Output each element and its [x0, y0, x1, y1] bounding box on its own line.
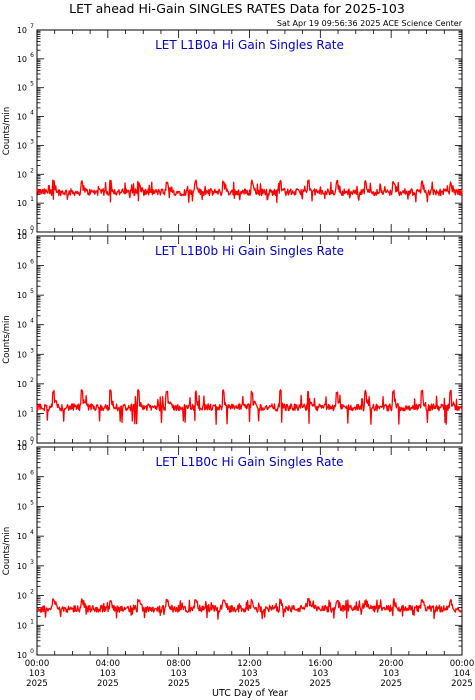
y-tick-exponent: 6	[30, 470, 34, 477]
y-tick-exponent: 6	[30, 259, 34, 266]
x-tick-label-time: 12:00	[237, 659, 262, 669]
x-tick-label-doy: 103	[100, 669, 116, 679]
x-tick-label-doy: 104	[454, 669, 470, 679]
y-tick-label: 10	[17, 409, 27, 418]
y-tick-exponent: 4	[30, 318, 34, 325]
series-line	[36, 597, 463, 620]
x-tick-label-time: 20:00	[379, 659, 404, 669]
figure-title: LET ahead Hi-Gain SINGLES RATES Data for…	[69, 1, 405, 16]
x-tick-label-year: 2025	[451, 679, 473, 689]
y-tick-label: 10	[17, 592, 27, 601]
y-tick-exponent: 7	[30, 440, 34, 447]
y-tick-label: 10	[17, 141, 27, 150]
y-tick-exponent: 1	[30, 406, 34, 413]
y-tick-exponent: 5	[30, 499, 34, 506]
y-tick-exponent: 6	[30, 52, 34, 59]
y-tick-exponent: 0	[30, 436, 34, 443]
x-tick-label-year: 2025	[310, 679, 332, 689]
y-tick-exponent: 3	[30, 347, 34, 354]
y-tick-label: 10	[17, 443, 27, 452]
x-tick-label-doy: 103	[241, 669, 257, 679]
plot-frame	[36, 446, 463, 656]
x-tick-label-year: 2025	[26, 679, 48, 689]
y-tick-label: 10	[17, 262, 27, 271]
y-tick-label: 10	[17, 502, 27, 511]
x-tick-label-time: 16:00	[308, 659, 333, 669]
y-tick-exponent: 7	[30, 229, 34, 236]
x-tick-label-year: 2025	[380, 679, 402, 689]
plot-frame	[36, 29, 463, 233]
y-tick-exponent: 1	[30, 196, 34, 203]
y-tick-label: 10	[17, 228, 27, 237]
x-tick-label-year: 2025	[239, 679, 261, 689]
x-tick-label-year: 2025	[168, 679, 190, 689]
x-tick-label-year: 2025	[97, 679, 119, 689]
y-axis-label: Counts/min	[2, 527, 12, 576]
y-tick-exponent: 1	[30, 618, 34, 625]
y-tick-label: 10	[17, 199, 27, 208]
y-tick-label: 10	[17, 380, 27, 389]
panel-title: LET L1B0b Hi Gain Singles Rate	[155, 244, 344, 258]
y-tick-label: 10	[17, 26, 27, 35]
y-tick-exponent: 4	[30, 529, 34, 536]
x-tick-label-doy: 103	[312, 669, 328, 679]
y-tick-label: 10	[17, 651, 27, 660]
x-tick-label-time: 08:00	[166, 659, 191, 669]
y-tick-exponent: 0	[30, 648, 34, 655]
y-tick-label: 10	[17, 84, 27, 93]
y-tick-exponent: 2	[30, 589, 34, 596]
x-tick-label-time: 00:00	[25, 659, 50, 669]
y-tick-exponent: 4	[30, 110, 34, 117]
y-tick-label: 10	[17, 321, 27, 330]
timestamp: Sat Apr 19 09:56:36 2025 ACE Science Cen…	[277, 19, 463, 28]
y-tick-label: 10	[17, 113, 27, 122]
y-tick-exponent: 0	[30, 225, 34, 232]
y-tick-label: 10	[17, 350, 27, 359]
y-tick-exponent: 5	[30, 81, 34, 88]
y-axis-label: Counts/min	[2, 107, 12, 156]
y-tick-label: 10	[17, 55, 27, 64]
y-tick-exponent: 2	[30, 377, 34, 384]
series-line	[36, 179, 463, 204]
panel-title: LET L1B0a Hi Gain Singles Rate	[155, 38, 344, 52]
x-tick-label-doy: 103	[171, 669, 187, 679]
x-tick-label-doy: 103	[29, 669, 45, 679]
y-axis-label: Counts/min	[2, 315, 12, 364]
y-tick-label: 10	[17, 232, 27, 241]
x-tick-label-time: 00:00	[450, 659, 475, 669]
y-tick-exponent: 3	[30, 559, 34, 566]
series-line	[36, 389, 463, 425]
y-tick-label: 10	[17, 621, 27, 630]
y-tick-exponent: 5	[30, 288, 34, 295]
y-tick-label: 10	[17, 439, 27, 448]
x-tick-label-time: 04:00	[96, 659, 121, 669]
y-tick-label: 10	[17, 562, 27, 571]
y-tick-exponent: 3	[30, 138, 34, 145]
y-tick-exponent: 2	[30, 167, 34, 174]
y-tick-exponent: 7	[30, 23, 34, 30]
y-tick-label: 10	[17, 170, 27, 179]
y-tick-label: 10	[17, 291, 27, 300]
y-tick-label: 10	[17, 473, 27, 482]
y-tick-label: 10	[17, 532, 27, 541]
panel-title: LET L1B0c Hi Gain Singles Rate	[155, 455, 343, 469]
x-axis-label: UTC Day of Year	[212, 688, 288, 699]
x-tick-label-doy: 103	[383, 669, 399, 679]
